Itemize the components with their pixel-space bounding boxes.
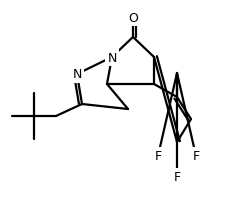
Text: F: F [192,150,200,163]
Text: F: F [173,171,181,184]
Text: O: O [128,12,138,24]
Text: N: N [107,51,117,64]
Text: N: N [72,68,82,81]
Text: F: F [155,150,161,163]
